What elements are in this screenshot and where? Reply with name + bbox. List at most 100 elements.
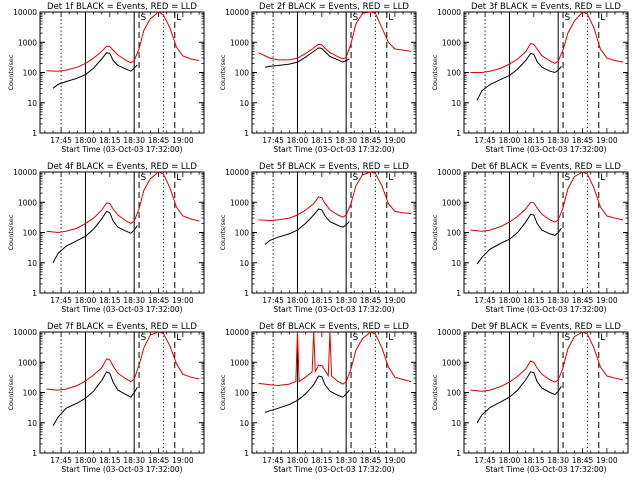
plot-panel-1: Det 1f BLACK = Events, RED = LLD 1 10 100 10… [7,2,205,154]
y-tick-label: 1 [32,129,37,138]
y-axis-label: Counts/sec [7,374,15,410]
y-tick-label: 10 [239,99,249,108]
y-tick-label: 10 [451,259,461,268]
x-tick-label: 18:15 [311,136,333,145]
plot-frame [39,11,205,134]
plot-frame [251,171,417,294]
x-tick-label: 18:30 [123,456,145,465]
marker-label: S [353,333,359,343]
x-tick-label: 18:00 [287,136,309,145]
y-tick-label: 10 [451,99,461,108]
plot-title: Det 4f BLACK = Events, RED = LLD [47,162,197,172]
plot-title: Det 9f BLACK = Events, RED = LLD [471,322,621,332]
marker-label: L [600,13,605,23]
x-tick-label: 18:45 [360,296,382,305]
x-tick-label: 18:30 [335,136,357,145]
x-tick-label: 19:00 [596,136,618,145]
marker-label: S [141,333,147,343]
plot-panel-7: Det 7f BLACK = Events, RED = LLD 1 10 100 10… [7,322,205,474]
x-tick-label: 17:45 [474,456,496,465]
marker-label: L [176,333,181,343]
y-tick-label: 100 [235,229,250,238]
y-tick-label: 1 [32,289,37,298]
y-tick-label: 1000 [442,358,461,367]
y-tick-label: 100 [235,389,250,398]
series-line-events [264,47,350,68]
x-tick-label: 18:45 [148,456,170,465]
series-line-lld [470,171,624,232]
series-line-lld [46,331,200,391]
y-tick-label: 10 [27,419,37,428]
plot-title: Det 2f BLACK = Events, RED = LLD [259,2,409,12]
plot-panel-9: Det 9f BLACK = Events, RED = LLD 1 10 100 10… [431,322,629,474]
y-tick-label: 1 [456,449,461,458]
marker-label: S [141,13,147,23]
series-line-lld [46,171,200,234]
x-tick-label: 17:45 [50,456,72,465]
x-tick-label: 17:45 [262,456,284,465]
x-tick-label: 18:15 [99,296,121,305]
series-line-events [52,371,138,426]
series-line-events [476,371,562,424]
y-axis-label: Counts/sec [219,374,227,410]
plot-title: Det 8f BLACK = Events, RED = LLD [259,322,409,332]
x-tick-label: 18:45 [572,456,594,465]
y-tick-label: 1000 [230,358,249,367]
series-line-events [52,52,138,89]
y-axis-label: Counts/sec [219,54,227,90]
y-tick-label: 10000 [13,328,37,337]
y-axis-label: Counts/sec [7,214,15,250]
y-tick-label: 1000 [442,38,461,47]
y-axis-label: Counts/sec [431,214,439,250]
x-tick-label: 17:45 [474,136,496,145]
x-tick-label: 19:00 [172,136,194,145]
marker-label: L [176,13,181,23]
x-tick-label: 18:15 [523,136,545,145]
x-tick-label: 17:45 [474,296,496,305]
x-tick-label: 18:00 [75,456,97,465]
y-axis-label: Counts/sec [431,374,439,410]
y-tick-label: 10000 [437,328,461,337]
y-tick-label: 1000 [18,38,37,47]
x-tick-label: 19:00 [596,296,618,305]
plot-title: Det 6f BLACK = Events, RED = LLD [471,162,621,172]
marker-label: S [353,173,359,183]
x-tick-label: 18:45 [148,296,170,305]
x-tick-label: 18:45 [360,136,382,145]
x-tick-label: 18:30 [123,136,145,145]
y-tick-label: 10000 [225,168,249,177]
x-axis-label: Start Time (03-Oct-03 17:32:00) [61,465,182,474]
x-axis-label: Start Time (03-Oct-03 17:32:00) [273,145,394,154]
x-axis-label: Start Time (03-Oct-03 17:32:00) [485,145,606,154]
y-tick-label: 1000 [230,198,249,207]
plot-title: Det 3f BLACK = Events, RED = LLD [471,2,621,12]
x-tick-label: 18:00 [499,136,521,145]
plot-panel-5: Det 5f BLACK = Events, RED = LLD 1 10 100 10… [219,162,417,314]
x-tick-label: 17:45 [50,136,72,145]
x-tick-label: 18:15 [523,296,545,305]
plot-panel-6: Det 6f BLACK = Events, RED = LLD 1 10 100 10… [431,162,629,314]
y-axis-label: Counts/sec [431,54,439,90]
y-tick-label: 1000 [230,38,249,47]
y-tick-label: 10 [239,259,249,268]
y-tick-label: 100 [235,69,250,78]
series-line-lld [470,331,624,392]
plot-panel-4: Det 4f BLACK = Events, RED = LLD 1 10 100 10… [7,162,205,314]
x-tick-label: 17:45 [262,296,284,305]
x-tick-label: 19:00 [384,296,406,305]
x-tick-label: 18:15 [311,456,333,465]
marker-label: L [600,333,605,343]
marker-label: S [353,13,359,23]
x-tick-label: 18:45 [148,136,170,145]
y-tick-label: 10 [239,419,249,428]
y-tick-label: 10000 [13,8,37,17]
y-tick-label: 100 [447,229,462,238]
x-tick-label: 18:30 [547,296,569,305]
plot-frame [251,11,417,134]
x-tick-label: 18:30 [123,296,145,305]
x-tick-label: 19:00 [384,456,406,465]
x-axis-label: Start Time (03-Oct-03 17:32:00) [273,465,394,474]
x-tick-label: 17:45 [50,296,72,305]
x-axis-label: Start Time (03-Oct-03 17:32:00) [61,145,182,154]
y-tick-label: 1 [244,289,249,298]
